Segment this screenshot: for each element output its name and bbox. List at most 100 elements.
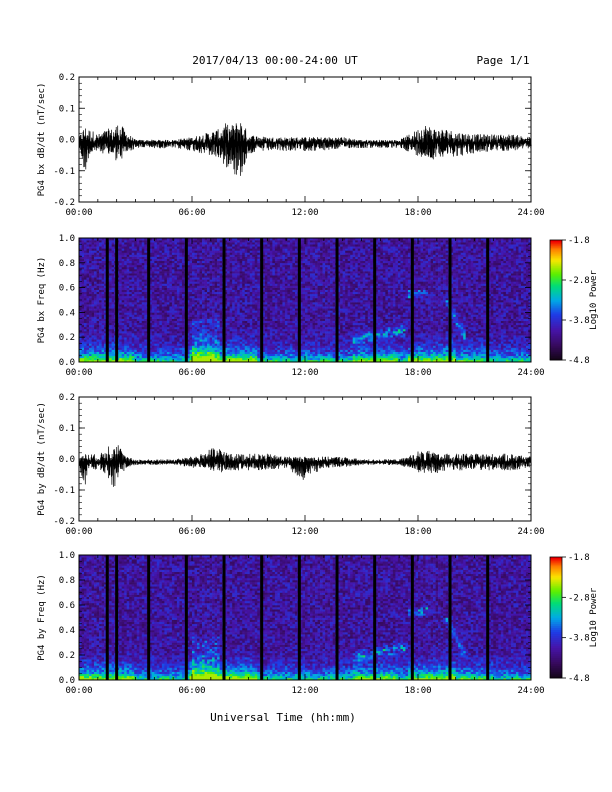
spectrogram-cell bbox=[142, 275, 145, 277]
spectrogram-cell bbox=[197, 356, 200, 358]
spectrogram-cell bbox=[235, 308, 238, 310]
spectrogram-cell bbox=[237, 248, 240, 250]
spectrogram-cell bbox=[240, 352, 243, 354]
x-tick-label: 18:00 bbox=[404, 208, 431, 218]
spectrogram-cell bbox=[247, 286, 250, 288]
spectrogram-cell bbox=[132, 321, 135, 323]
spectrogram-cell bbox=[82, 265, 85, 267]
spectrogram-cell bbox=[220, 345, 223, 347]
spectrogram-cell bbox=[142, 271, 145, 273]
spectrogram-cell bbox=[137, 306, 140, 308]
spectrogram-cell bbox=[217, 335, 220, 337]
spectrogram-cell bbox=[217, 358, 220, 360]
spectrogram-cell bbox=[220, 348, 223, 350]
spectrogram-cell bbox=[177, 352, 180, 354]
spectrogram-cell bbox=[205, 246, 208, 248]
spectrogram-cell bbox=[177, 277, 180, 279]
spectrogram-cell bbox=[272, 352, 275, 354]
spectrogram-cell bbox=[247, 292, 250, 294]
spectrogram-cell bbox=[142, 339, 145, 341]
spectrogram-cell bbox=[169, 296, 172, 298]
spectrogram-cell bbox=[237, 333, 240, 335]
spectrogram-cell bbox=[220, 350, 223, 352]
spectrogram-cell bbox=[215, 308, 218, 310]
spectrogram-cell bbox=[164, 321, 167, 323]
spectrogram-cell bbox=[245, 242, 248, 244]
spectrogram-cell bbox=[272, 329, 275, 331]
spectrogram-cell bbox=[252, 323, 255, 325]
spectrogram-cell bbox=[195, 283, 198, 285]
spectrogram-cell bbox=[109, 314, 112, 316]
spectrogram-cell bbox=[139, 337, 142, 339]
spectrogram-cell bbox=[127, 286, 130, 288]
spectrogram-cell bbox=[197, 286, 200, 288]
spectrogram-cell bbox=[242, 269, 245, 271]
spectrogram-cell bbox=[277, 281, 280, 283]
spectrogram-cell bbox=[265, 354, 268, 356]
spectrogram-cell bbox=[267, 321, 270, 323]
spectrogram-cell bbox=[207, 310, 210, 312]
spectrogram-cell bbox=[207, 345, 210, 347]
spectrogram-cell bbox=[275, 348, 278, 350]
spectrogram-cell bbox=[217, 308, 220, 310]
spectrogram-cell bbox=[112, 290, 115, 292]
spectrogram-cell bbox=[235, 319, 238, 321]
spectrogram-cell bbox=[142, 337, 145, 339]
spectrogram-cell bbox=[179, 290, 182, 292]
spectrogram-cell bbox=[87, 273, 90, 275]
spectrogram-cell bbox=[252, 294, 255, 296]
spectrogram-cell bbox=[164, 296, 167, 298]
spectrogram-cell bbox=[197, 277, 200, 279]
spectrogram-cell bbox=[232, 290, 235, 292]
spectrogram-cell bbox=[252, 308, 255, 310]
spectrogram-cell bbox=[82, 345, 85, 347]
spectrogram-cell bbox=[252, 288, 255, 290]
spectrogram-cell bbox=[179, 350, 182, 352]
spectrogram-cell bbox=[177, 341, 180, 343]
spectrogram-cell bbox=[84, 257, 87, 259]
spectrogram-cell bbox=[230, 263, 233, 265]
spectrogram-cell bbox=[242, 312, 245, 314]
spectrogram-cell bbox=[154, 263, 157, 265]
spectrogram-cell bbox=[242, 339, 245, 341]
spectrogram-cell bbox=[129, 259, 132, 261]
spectrogram-cell bbox=[122, 331, 125, 333]
spectrogram-cell bbox=[220, 279, 223, 281]
spectrogram-cell bbox=[177, 300, 180, 302]
spectrogram-cell bbox=[99, 310, 102, 312]
spectrogram-cell bbox=[119, 273, 122, 275]
spectrogram-cell bbox=[82, 343, 85, 345]
spectrogram-cell bbox=[195, 240, 198, 242]
spectrogram-cell bbox=[144, 246, 147, 248]
spectrogram-cell bbox=[167, 335, 170, 337]
spectrogram-cell bbox=[159, 317, 162, 319]
spectrogram-cell bbox=[157, 290, 160, 292]
spectrogram-cell bbox=[242, 286, 245, 288]
spectrogram-cell bbox=[202, 290, 205, 292]
spectrogram-cell bbox=[197, 298, 200, 300]
spectrogram-cell bbox=[174, 244, 177, 246]
spectrogram-cell bbox=[159, 267, 162, 269]
spectrogram-cell bbox=[124, 345, 127, 347]
spectrogram-cell bbox=[172, 325, 175, 327]
spectrogram-cell bbox=[177, 246, 180, 248]
spectrogram-cell bbox=[220, 275, 223, 277]
spectrogram-cell bbox=[195, 333, 198, 335]
spectrogram-cell bbox=[132, 333, 135, 335]
spectrogram-cell bbox=[137, 341, 140, 343]
spectrogram-cell bbox=[169, 356, 172, 358]
spectrogram-cell bbox=[265, 257, 268, 259]
spectrogram-cell bbox=[172, 298, 175, 300]
spectrogram-cell bbox=[164, 252, 167, 254]
spectrogram-cell bbox=[182, 321, 185, 323]
spectrogram-cell bbox=[195, 263, 198, 265]
spectrogram-cell bbox=[169, 259, 172, 261]
spectrogram-cell bbox=[139, 329, 142, 331]
spectrogram-cell bbox=[174, 255, 177, 257]
spectrogram-cell bbox=[275, 337, 278, 339]
spectrogram-cell bbox=[210, 345, 213, 347]
spectrogram-cell bbox=[99, 271, 102, 273]
spectrogram-cell bbox=[154, 296, 157, 298]
spectrogram-cell bbox=[172, 273, 175, 275]
spectrogram-cell bbox=[97, 356, 100, 358]
